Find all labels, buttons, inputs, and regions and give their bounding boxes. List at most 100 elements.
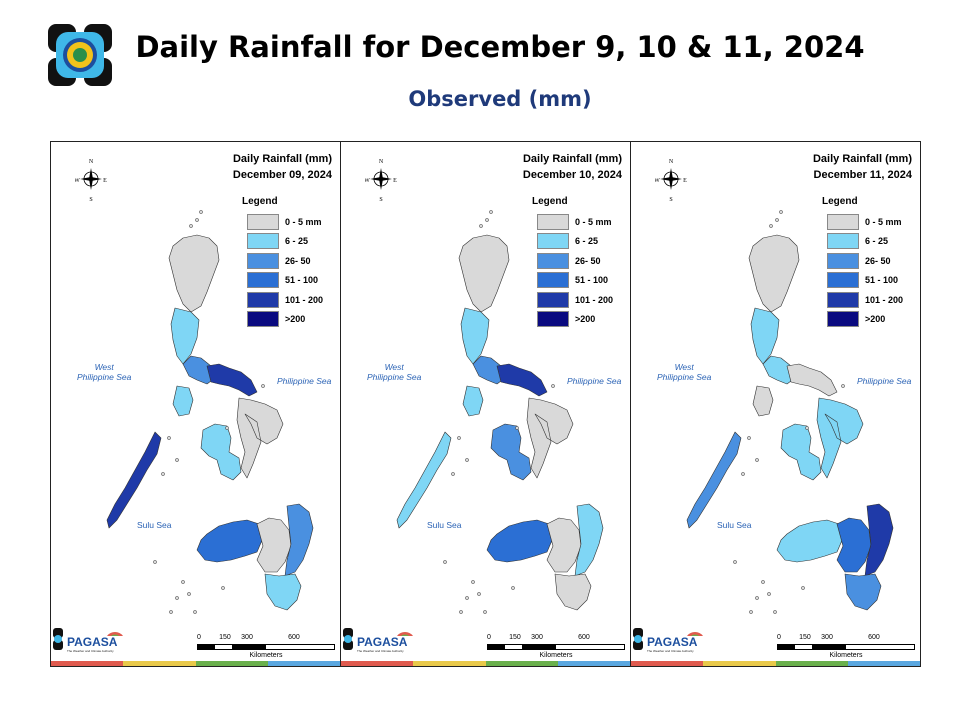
region-mindanao-west (196, 519, 264, 563)
legend-title: Legend (242, 196, 278, 207)
map-date: December 09, 2024 (232, 169, 332, 181)
legend-label: 26- 50 (285, 255, 311, 266)
compass-letter-n: N (89, 159, 94, 165)
compass-letter-w: W (75, 178, 80, 184)
map-date: December 11, 2024 (813, 169, 912, 181)
legend-label: 51 - 100 (865, 275, 899, 286)
small-island (755, 458, 759, 462)
region-north-luzon (458, 234, 510, 313)
legend-swatch (247, 233, 279, 250)
region-palawan (686, 431, 742, 529)
legend-item: >200 (247, 310, 323, 330)
compass-letter-w: W (365, 178, 370, 184)
scale-ticks: 0 150 300 600 (197, 634, 335, 643)
region-mindoro (462, 385, 484, 417)
scale-unit: Kilometers (539, 652, 573, 659)
legend-swatch (537, 213, 569, 230)
small-island (193, 610, 197, 614)
sea-label-philippine: Philippine Sea (857, 376, 912, 386)
legend-label: 0 - 5 mm (575, 216, 612, 227)
stripe-segment (775, 661, 848, 666)
scale-tick-label: 300 (821, 634, 833, 641)
scale-unit: Kilometers (829, 652, 863, 659)
legend-swatch (537, 311, 569, 328)
scale-bar-graphic (487, 644, 625, 650)
legend-swatch (827, 252, 859, 269)
sea-label-west-philippine: West Philippine Sea (367, 362, 422, 382)
region-bicol (786, 363, 838, 397)
compass-letter-n: N (379, 159, 384, 165)
legend-swatch (537, 272, 569, 289)
small-island (779, 210, 783, 214)
scale-tick-label: 600 (578, 634, 590, 641)
stripe-segment (341, 661, 414, 666)
compass-letter-e: E (103, 178, 107, 184)
region-mindoro (172, 385, 194, 417)
map-header: Daily Rainfall (mm) December 09, 2024 (233, 151, 332, 183)
legend-item: 0 - 5 mm (827, 212, 903, 232)
legend-swatch (537, 291, 569, 308)
sea-label-sulu: Sulu Sea (717, 520, 752, 530)
small-island (195, 218, 199, 222)
compass-letter-w: W (655, 178, 660, 184)
region-mindanao-south (844, 573, 882, 611)
compass-letter-n: N (669, 159, 674, 165)
map-header: Daily Rainfall (mm) December 10, 2024 (523, 151, 622, 183)
compass-rose-icon: N S W E (655, 159, 687, 202)
region-north-luzon (748, 234, 800, 313)
compass-letter-e: E (683, 178, 687, 184)
scale-tick-label: 150 (799, 634, 811, 641)
small-island (805, 426, 809, 430)
small-island (261, 384, 265, 388)
small-island (221, 586, 225, 590)
legend-swatch (247, 213, 279, 230)
agency-name: PAGASA (357, 635, 408, 649)
region-mindanao-west (486, 519, 554, 563)
stripe-segment (631, 661, 704, 666)
legend-swatch (827, 233, 859, 250)
small-island (511, 586, 515, 590)
legend-label: 26- 50 (865, 255, 891, 266)
legend-item: 101 - 200 (247, 290, 323, 310)
legend-label: >200 (865, 314, 886, 325)
scale-tick-label: 600 (288, 634, 300, 641)
small-island (153, 560, 157, 564)
legend-item: 6 - 25 (537, 232, 613, 252)
color-stripe (631, 661, 920, 666)
map-header: Daily Rainfall (mm) December 11, 2024 (813, 151, 912, 183)
scale-tick-label: 0 (777, 634, 781, 641)
legend: Legend 0 - 5 mm 6 - 25 26- 50 51 - 100 101 - … (532, 196, 613, 329)
legend-title: Legend (822, 196, 858, 207)
compass-letter-s: S (379, 197, 382, 202)
small-island (769, 224, 773, 228)
region-bicol (496, 363, 548, 397)
legend-swatch (537, 252, 569, 269)
legend-swatch (247, 272, 279, 289)
small-island (175, 596, 179, 600)
scale-bar: 0 150 300 600 Kilometers (197, 634, 335, 659)
small-island (749, 610, 753, 614)
legend: Legend 0 - 5 mm 6 - 25 26- 50 51 - 100 101 - … (242, 196, 323, 330)
region-mindoro (752, 385, 774, 417)
scale-ticks: 0 150 300 600 (487, 634, 625, 643)
region-visayas-east (236, 397, 284, 479)
legend-item: 0 - 5 mm (247, 212, 323, 232)
small-island (801, 586, 805, 590)
small-island (169, 610, 173, 614)
philippines-map (396, 210, 604, 614)
color-stripe (51, 661, 340, 666)
color-stripe (341, 661, 630, 666)
small-island (755, 596, 759, 600)
legend-item: 26- 50 (537, 251, 613, 271)
scale-tick-label: 150 (509, 634, 521, 641)
region-visayas-east (526, 397, 574, 479)
map-heading: Daily Rainfall (mm) (522, 153, 622, 165)
region-mindanao-central (546, 517, 582, 573)
sea-label-philippine: Philippine Sea (277, 376, 332, 386)
legend-label: 6 - 25 (865, 236, 889, 247)
region-mindanao-west (776, 519, 844, 563)
small-island (767, 592, 771, 596)
scale-bar: 0 150 300 600 Kilometers (487, 634, 625, 659)
region-mindanao-east (864, 503, 894, 577)
region-visayas-west (780, 423, 822, 481)
